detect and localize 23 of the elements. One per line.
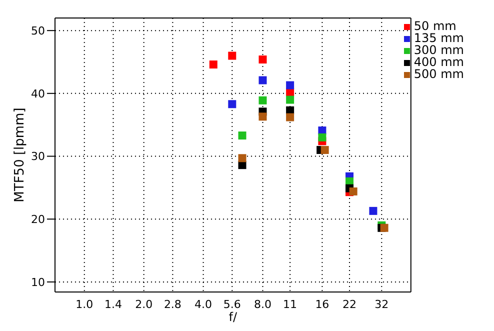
legend-label: 500 mm: [414, 67, 464, 81]
x-tick-label: 5.6: [223, 298, 241, 311]
legend-label: 400 mm: [414, 55, 464, 69]
y-tick-label: 40: [31, 87, 45, 100]
y-axis-title: MTF50 [lpmm]: [12, 108, 28, 202]
x-tick-label: 1.0: [76, 298, 94, 311]
legend-label: 300 mm: [414, 43, 464, 57]
legend-label: 50 mm: [414, 19, 456, 33]
x-tick-label: 22: [342, 298, 357, 311]
y-tick-label: 30: [31, 150, 45, 164]
x-tick-label: 4.0: [194, 298, 212, 311]
x-tick-label: 2.8: [164, 298, 182, 311]
y-tick-label: 10: [31, 276, 45, 289]
x-tick-label: 32: [374, 298, 389, 311]
x-tick-label: 2.0: [135, 298, 153, 311]
legend-label: 135 mm: [414, 31, 464, 45]
y-tick-label: 50: [31, 24, 45, 38]
y-tick-label: 20: [31, 213, 45, 226]
x-tick-label: 11: [283, 298, 298, 311]
x-axis-title: f/: [228, 310, 238, 324]
x-tick-label: 1.4: [104, 298, 122, 311]
x-tick-label: 16: [315, 298, 330, 311]
x-tick-label: 8.0: [254, 298, 272, 311]
